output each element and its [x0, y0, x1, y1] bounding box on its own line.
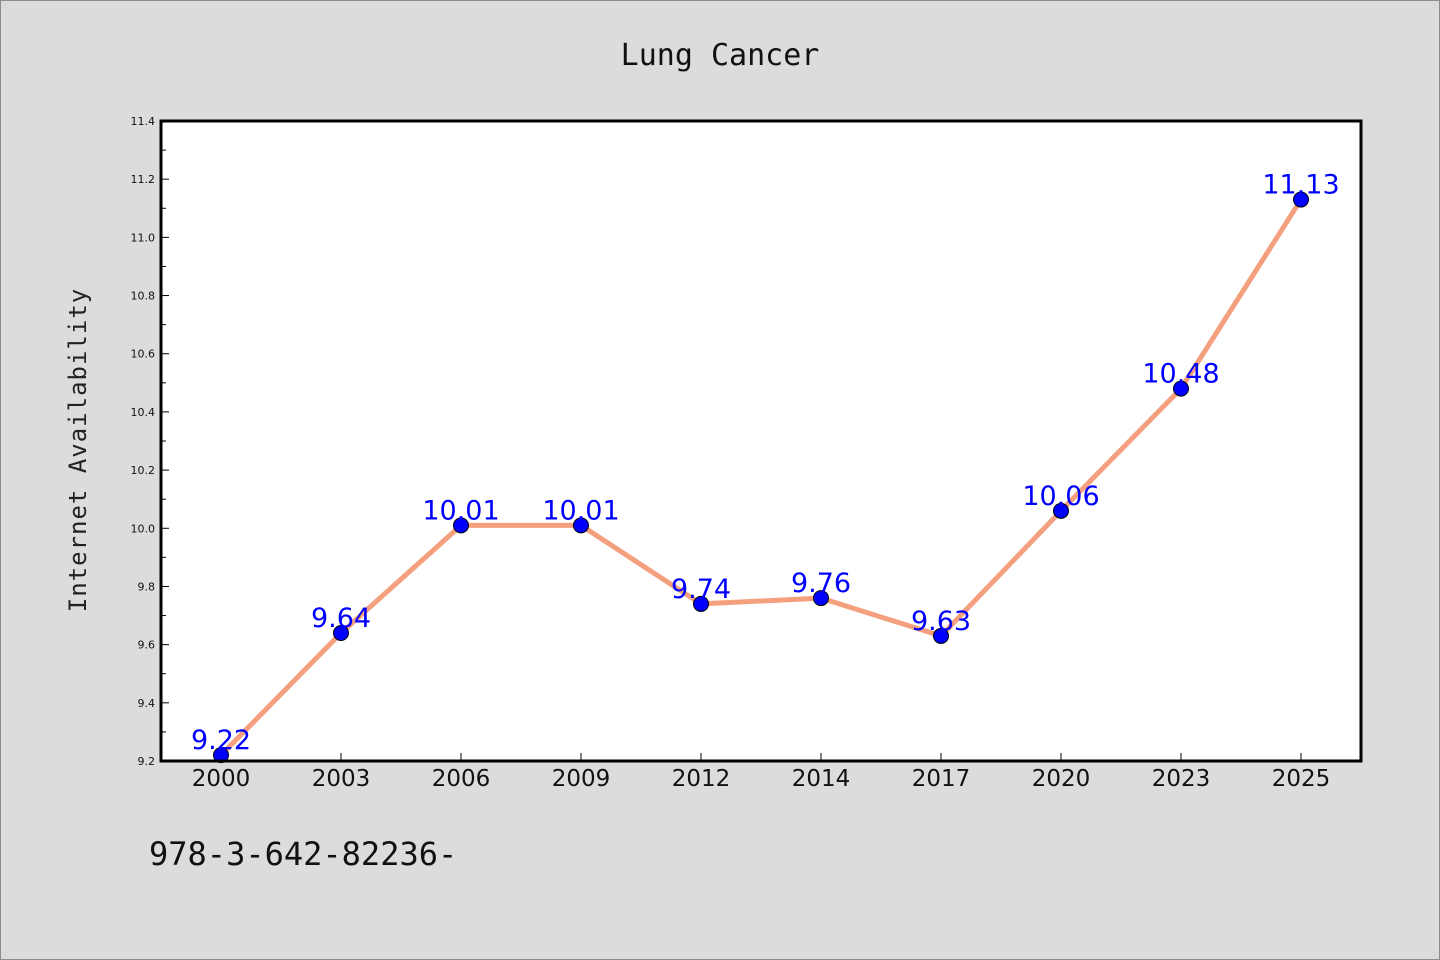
- series-layer: 9.22 9.64 10.01 10.01 9.74 9.76 9.63 10.06 10.48…: [191, 170, 1340, 764]
- x-tick-label: 2017: [912, 766, 971, 792]
- y-tick-label: 9.8: [138, 580, 156, 593]
- data-label: 10.01: [422, 495, 499, 526]
- x-tick-label: 2025: [1272, 766, 1331, 792]
- data-label: 10.48: [1142, 359, 1219, 390]
- footer-text: 978-3-642-82236-: [149, 835, 457, 873]
- x-tick-label: 2020: [1032, 766, 1091, 792]
- data-point: [813, 590, 829, 607]
- data-point: [333, 625, 349, 641]
- y-tick-label: 10.0: [131, 522, 156, 535]
- y-tick-label: 10.6: [131, 348, 156, 361]
- y-tick-label: 9.2: [138, 755, 156, 768]
- series-line: [218, 197, 1304, 758]
- y-tick-label: 9.6: [138, 639, 156, 652]
- data-point: [1173, 380, 1189, 397]
- plot-area: [161, 121, 1361, 761]
- x-tick-label: 2000: [192, 766, 251, 792]
- x-tick-label: 2014: [792, 766, 851, 792]
- data-point: [213, 747, 229, 764]
- axis-ticks: 9.2 9.4 9.6 9.8 10.0 10.2 10.4 10.6 10.8 11.0 11.2…: [131, 115, 1331, 792]
- y-axis-label: Internet Availability: [64, 288, 92, 612]
- data-point: [1053, 502, 1069, 519]
- x-tick-label: 2006: [432, 766, 491, 792]
- data-point: [1293, 191, 1309, 208]
- data-label: 9.63: [911, 606, 971, 637]
- x-tick-label: 2012: [672, 766, 731, 792]
- data-label: 9.64: [311, 603, 371, 634]
- y-tick-label: 10.8: [131, 290, 156, 303]
- data-point: [693, 595, 709, 612]
- data-label: 10.01: [542, 495, 619, 526]
- data-label: 9.22: [191, 725, 251, 756]
- data-point: [453, 517, 469, 534]
- x-tick-label: 2003: [312, 766, 371, 792]
- data-point: [933, 627, 949, 644]
- y-tick-label: 10.2: [131, 464, 156, 477]
- y-tick-label: 11.4: [131, 115, 156, 128]
- data-label: 10.06: [1022, 481, 1099, 512]
- x-tick-label: 2023: [1152, 766, 1211, 792]
- chart-title: Lung Cancer: [621, 38, 820, 73]
- data-point: [573, 517, 589, 534]
- y-tick-label: 9.4: [138, 697, 156, 710]
- y-tick-label: 11.0: [131, 231, 156, 244]
- data-label: 9.76: [791, 568, 851, 599]
- data-label: 11.13: [1262, 170, 1339, 201]
- y-tick-label: 11.2: [131, 173, 156, 186]
- y-tick-label: 10.4: [131, 406, 156, 419]
- data-label: 9.74: [671, 574, 731, 605]
- x-tick-label: 2009: [552, 766, 611, 792]
- plot-frame: [159, 119, 1363, 763]
